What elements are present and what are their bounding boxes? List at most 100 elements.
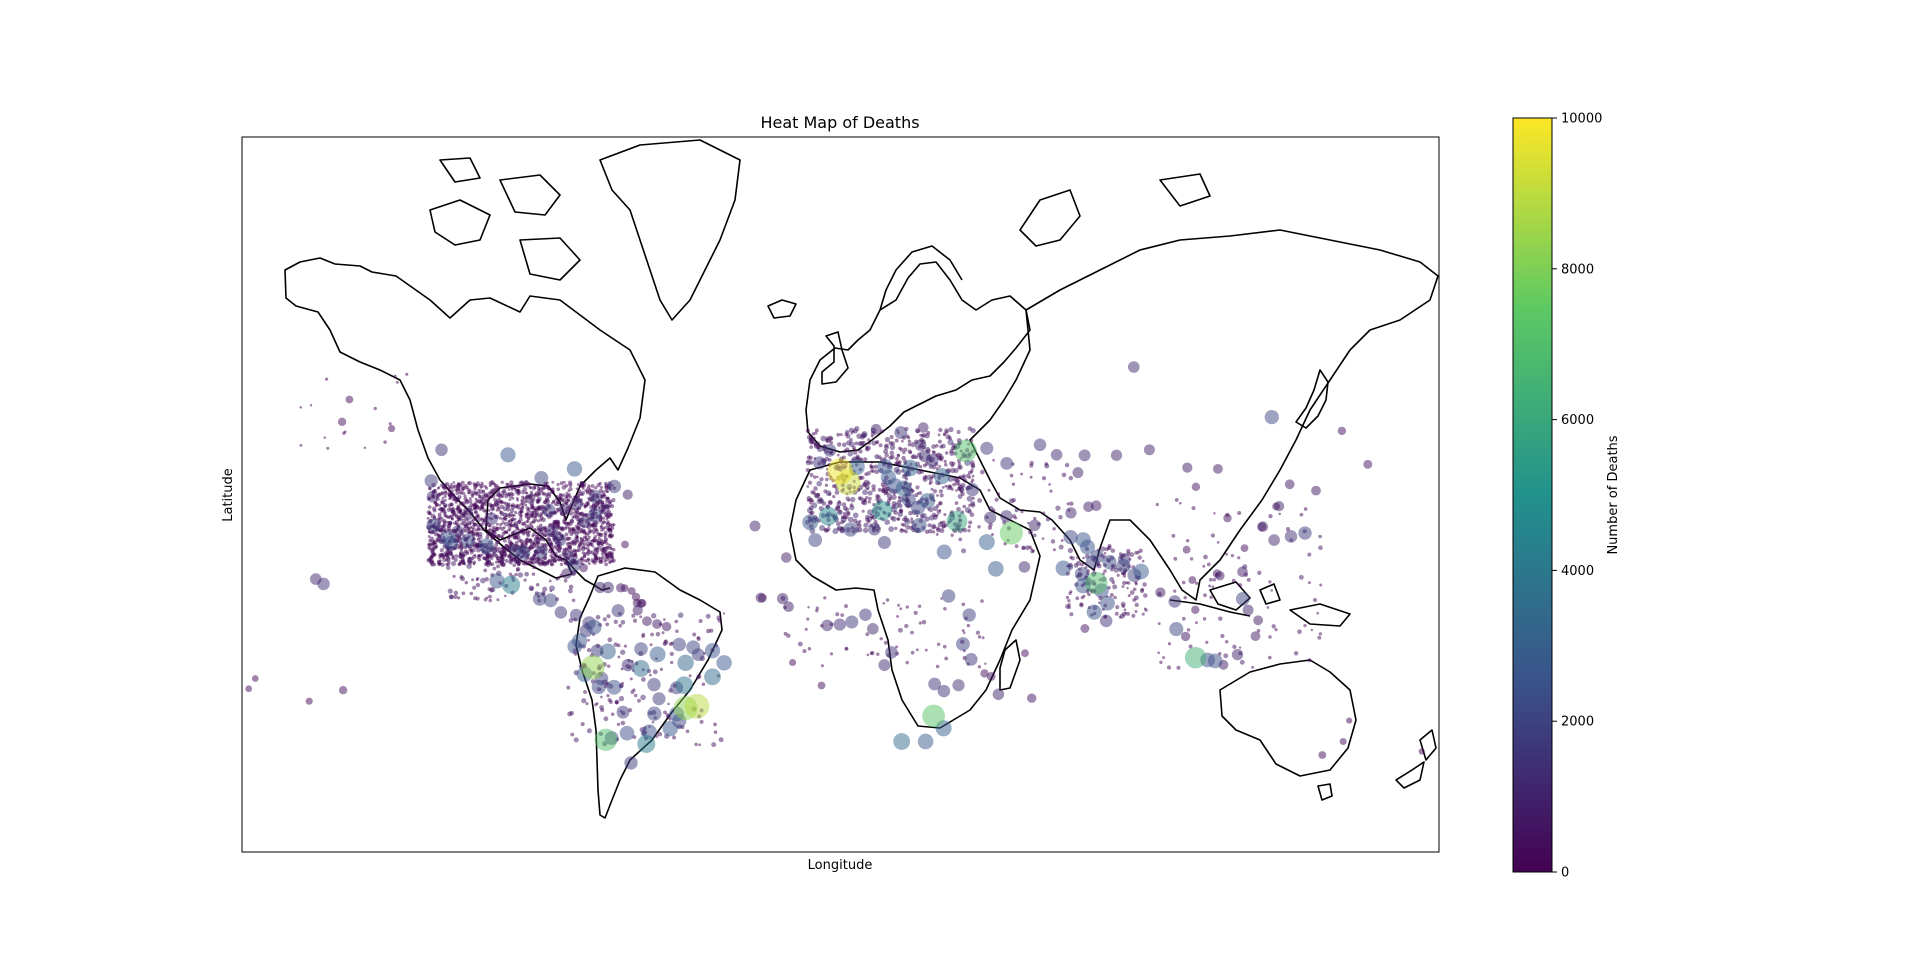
cluster-point <box>1312 597 1318 603</box>
coastline-madagascar <box>999 639 1021 691</box>
cluster-point <box>600 544 604 547</box>
cluster-point <box>578 512 582 516</box>
death-point <box>619 725 635 741</box>
cluster-point <box>526 509 531 513</box>
death-point <box>570 497 583 510</box>
coastline-siberia-islands <box>1019 173 1211 247</box>
cluster-point <box>460 501 464 505</box>
colorbar-tick-label: 10000 <box>1561 112 1602 127</box>
cluster-point <box>463 486 467 490</box>
cluster-point <box>824 483 829 487</box>
cluster-point <box>1278 512 1281 516</box>
cluster-point <box>522 486 528 492</box>
death-point <box>338 686 348 695</box>
cluster-point <box>943 607 947 611</box>
cluster-point <box>299 443 303 447</box>
x-axis-label: Longitude <box>808 858 873 873</box>
death-point <box>1215 571 1225 581</box>
cluster-point <box>870 651 875 656</box>
death-point <box>980 441 994 455</box>
cluster-point <box>1041 476 1047 481</box>
cluster-point <box>807 605 810 609</box>
y-axis-label: Latitude <box>221 468 236 522</box>
death-point <box>589 490 603 504</box>
cluster-point <box>861 509 865 513</box>
cluster-point <box>473 487 477 491</box>
cluster-point <box>885 491 889 495</box>
cluster-point <box>598 519 603 523</box>
cluster-point <box>570 570 576 577</box>
cluster-point <box>1195 581 1199 585</box>
cluster-point <box>471 578 475 582</box>
cluster-point <box>1307 658 1312 663</box>
cluster-point <box>574 538 580 543</box>
cluster-point <box>549 562 554 567</box>
cluster-point <box>476 523 481 528</box>
death-point <box>1339 737 1347 746</box>
cluster-point <box>805 468 810 473</box>
cluster-point <box>977 498 982 503</box>
cluster-point <box>863 498 867 502</box>
cluster-point <box>937 439 942 444</box>
cluster-point <box>905 605 909 609</box>
cluster-point <box>910 517 914 521</box>
cluster-point <box>489 491 494 496</box>
cluster-point <box>471 554 477 559</box>
cluster-point <box>457 517 462 522</box>
cluster-point <box>494 526 498 530</box>
cluster-point <box>602 492 606 496</box>
cluster-point <box>584 536 588 540</box>
cluster-point <box>1020 472 1024 476</box>
cluster-point <box>617 655 621 659</box>
cluster-point <box>967 426 973 431</box>
cluster-point <box>967 529 971 533</box>
cluster-point <box>544 493 549 497</box>
cluster-point <box>600 551 606 556</box>
cluster-point <box>811 502 818 509</box>
cluster-point <box>523 578 527 582</box>
cluster-point <box>576 483 581 487</box>
cluster-point <box>532 555 537 561</box>
death-point <box>870 423 882 435</box>
cluster-point <box>837 500 841 504</box>
cluster-point <box>953 468 959 474</box>
cluster-point <box>868 496 872 501</box>
cluster-point <box>943 432 947 436</box>
cluster-point <box>506 482 510 486</box>
cluster-point <box>606 693 610 698</box>
cluster-point <box>943 459 947 464</box>
cluster-point <box>563 480 566 484</box>
death-point <box>983 511 997 524</box>
cluster-point <box>881 484 886 489</box>
cluster-point <box>960 475 966 481</box>
cluster-point <box>501 546 505 550</box>
cluster-point <box>873 464 878 469</box>
cluster-point <box>440 507 445 512</box>
cluster-point <box>550 501 554 505</box>
cluster-point <box>569 519 575 524</box>
cluster-point <box>943 512 947 517</box>
cluster-point <box>860 432 867 439</box>
cluster-point <box>836 442 842 447</box>
death-point <box>1363 459 1373 469</box>
death-point <box>992 688 1005 701</box>
cluster-point <box>688 674 692 678</box>
cluster-point <box>515 497 519 500</box>
cluster-point <box>927 523 932 528</box>
cluster-point <box>915 514 919 518</box>
cluster-point <box>949 451 955 456</box>
death-point <box>652 692 666 706</box>
cluster-point <box>1307 552 1312 557</box>
death-point <box>783 601 794 612</box>
chart-title: Heat Map of Deaths <box>760 113 919 132</box>
cluster-point <box>1238 646 1242 649</box>
cluster-point <box>531 546 535 550</box>
cluster-point <box>1267 655 1272 660</box>
cluster-point <box>832 484 836 489</box>
cluster-point <box>507 539 512 544</box>
cluster-point <box>874 469 880 475</box>
cluster-point <box>1141 612 1145 616</box>
cluster-point <box>496 564 500 569</box>
death-point <box>704 668 721 686</box>
death-point <box>1284 530 1298 543</box>
